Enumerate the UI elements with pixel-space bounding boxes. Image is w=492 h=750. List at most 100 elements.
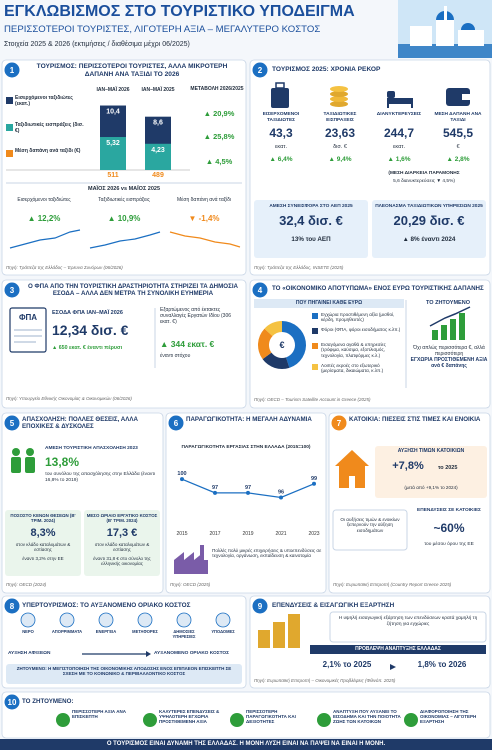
box-value: 8,3% <box>30 527 56 539</box>
box-desc: στον κλάδο καταλυμάτων & εστίασης <box>94 542 150 553</box>
category-label: ΙΑΝ–ΜΑΪ 2025 <box>141 87 175 93</box>
goal-text: ΕΓΧΩΡΙΑ ΠΡΟΣΤΙΘΕΜΕΝΗ ΑΞΙΑ ανά € δαπάνης <box>410 357 488 369</box>
legend-label: Εισαγόμενα αγαθά & υπηρεσίες (τρόφιμα, κ… <box>321 342 386 358</box>
vat-extra: ▲ 344 εκατ. € <box>160 339 215 349</box>
legend-swatch <box>6 97 13 104</box>
chart-title: ΠΑΡΑΓΩΓΙΚΟΤΗΤΑ ΕΡΓΑΣΙΑΣ ΣΤΗΝ ΕΛΛΑΔΑ (201… <box>181 445 311 450</box>
box-label: ΜΕΣΟ ΩΡΙΑΙΟ ΕΡΓΑΤΙΚΟ ΚΟΣΤΟΣ (Β' ΤΡΙΜ. 20… <box>86 513 158 524</box>
section-title: ΤΟΥΡΙΣΜΟΣ 2025: ΧΡΟΝΙΑ ΡΕΚΟΡ <box>272 66 381 73</box>
category-label: ΙΑΝ–ΜΑΪ 2026 <box>96 87 130 93</box>
note: Πολλές πολύ μικρές επιχειρήσεις & υποεπε… <box>212 548 322 559</box>
donut-segment <box>262 352 290 370</box>
goal-item: ΠΕΡΙΣΣΟΤΕΡΗ ΠΑΡΑΓΩΓΙΚΟΤΗΤΑ ΚΑΙ ΔΕΞΙΟΤΗΤΕ… <box>246 709 296 725</box>
goal-title: ΤΟ ΖΗΤΟΥΜΕΝΟ <box>426 300 470 306</box>
spend-label: 489 <box>152 172 164 179</box>
housing-text: Οι αυξήσεις τιμών & ενοικίων ξεπερνούν τ… <box>340 517 400 533</box>
stat-value: 545,5 <box>442 126 474 140</box>
legend-swatch <box>6 150 13 157</box>
change-value: ▲ 25,8% <box>203 132 235 141</box>
stat-change: ▲ 6,4% <box>269 156 293 163</box>
point <box>213 490 217 495</box>
employment-label: ΑΜΕΣΗ ΤΟΥΡΙΣΤΙΚΗ ΑΠΑΣΧΟΛΗΣΗ 2023 <box>45 446 138 451</box>
x-tick-label: 2021 <box>275 531 286 537</box>
x-tick-label: 2019 <box>242 531 253 537</box>
change-title: ΜΕΤΑΒΟΛΗ 2026/2025 <box>190 86 244 92</box>
section-number: 6 <box>173 418 179 428</box>
point-label: 97 <box>245 485 251 491</box>
legend-swatch <box>312 364 318 370</box>
donut-segment <box>264 321 282 337</box>
box-desc: στον κλάδο καταλυμάτων & εστίασης <box>15 542 71 553</box>
stat-value: 43,3 <box>269 126 293 140</box>
forecast-value: 2,1% το 2025 <box>322 660 372 669</box>
box-label: ΑΜΕΣΗ ΣΥΝΕΙΣΦΟΡΑ ΣΤΟ ΑΕΠ 2025 <box>269 204 353 209</box>
mini-label: Ταξιδιωτικές εισπράξεις <box>98 197 150 203</box>
employment-value: 13,8% <box>45 455 80 469</box>
section-number: 8 <box>9 601 15 611</box>
section-number: 5 <box>9 418 15 428</box>
price-unit: το 2025 <box>438 465 458 471</box>
legend-label: Ταξιδιωτικές εισπράξεις (δισ. €) <box>15 122 84 134</box>
section-title: ΕΠΕΝΔΥΣΕΙΣ & ΕΙΣΑΓΩΓΙΚΗ ΕΞΑΡΤΗΣΗ <box>272 602 395 609</box>
vat-label: ΕΣΟΔΑ ΦΠΑ ΙΑΝ–ΜΑΪ 2026 <box>52 310 123 316</box>
page-title: ΕΓΚΛΩΒΙΣΜΟΣ ΣΤΟ ΤΟΥΡΙΣΤΙΚΟ ΥΠΟΔΕΙΓΜΑ <box>4 3 355 20</box>
icon-label: ΑΠΟΡΡΙΜΜΑΤΑ <box>51 629 83 634</box>
point <box>246 490 250 495</box>
stat-change: ▲ 2,8% <box>446 156 470 163</box>
icon-label: ΥΠΟΔΟΜΕΣ <box>211 629 235 634</box>
change-value: ▲ 4,5% <box>205 157 233 166</box>
legend-swatch <box>312 328 318 334</box>
section-title: ΤΟ «ΟΙΚΟΝΟΜΙΚΟ ΑΠΟΤΥΠΩΜΑ» ΕΝΟΣ ΕΥΡΩ ΤΟΥΡ… <box>272 285 484 292</box>
stat-label: ΤΑΞΙΔΙΩΤΙΚΕΣ ΕΙΣΠΡΑΞΕΙΣ <box>323 112 357 123</box>
invest-sub: του μέσου όρου της ΕΕ <box>424 542 474 547</box>
source: Πηγή: OECD – Tourism Satellite Account i… <box>254 397 371 402</box>
goal-item: ΚΑΛΥΤΕΡΕΣ ΕΠΕΝΔΥΣΕΙΣ & ΥΨΗΛΟΤΕΡΗ ΕΓΧΩΡΙΑ… <box>159 709 220 725</box>
mini-value: ▲ 10,9% <box>107 214 141 223</box>
source: Πηγή: Ευρωπαϊκή Επιτροπή (Country Report… <box>333 582 452 587</box>
section-number: 10 <box>7 697 17 707</box>
investment-text: Η υψηλή εισαγωγική εξάρτηση των επενδύσε… <box>338 616 478 627</box>
bar-label: 5,32 <box>106 140 120 147</box>
section-title: ΤΟΥΡΙΣΜΟΣ: ΠΕΡΙΣΣΟΤΕΡΟΙ ΤΟΥΡΙΣΤΕΣ, ΑΛΛΑ … <box>36 63 228 78</box>
stat-change: ▲ 1,6% <box>387 156 411 163</box>
stay-note: 5,6 διανυκτερεύσεις ▼ 4,5%) <box>393 179 455 184</box>
icon-label: ΜΕΤΑΦΟΡΕΣ <box>132 629 158 634</box>
icon-label: ΔΗΜΟΣΙΕΣ ΥΠΗΡΕΣΙΕΣ <box>172 629 196 639</box>
mini-value: ▲ 12,2% <box>27 214 61 223</box>
goal-item: ΑΝΑΠΤΥΞΗ ΠΟΥ ΑΥΞΑΝΕΙ ΤΟ ΕΙΣΟΔΗΜΑ ΚΑΙ ΤΗΝ… <box>333 709 401 725</box>
donut-segment <box>282 321 307 368</box>
point-label: 100 <box>177 471 186 477</box>
invest-label: ΕΠΕΝΔΥΣΕΙΣ ΣΕ ΚΑΤΟΙΚΙΕΣ <box>417 508 481 513</box>
box-value: 20,29 δισ. € <box>393 213 465 228</box>
section-number: 2 <box>257 65 263 75</box>
box-sub: ▲ 8% έναντι 2024 <box>402 236 456 243</box>
legend-swatch <box>312 343 318 349</box>
price-sub: (μετά από +9,1% το 2024) <box>404 485 458 490</box>
forecast-title: ΠΡΟΒΛΕΨΗ ΑΝΑΠΤΥΞΗΣ ΕΛΛΑΔΑΣ <box>355 645 441 652</box>
section-title: ΑΠΑΣΧΟΛΗΣΗ: ΠΟΛΛΕΣ ΘΕΣΕΙΣ, ΑΛΛΑ ΕΠΟΧΙΚΕΣ… <box>22 416 138 431</box>
section-number: 4 <box>257 285 263 295</box>
subsection-title: ΜΑΪΟΣ 2026 vs ΜΑΪΟΣ 2025 <box>87 186 161 192</box>
vat-change: ▲ 650 εκατ. € έναντι πέρυσι <box>52 345 123 351</box>
price-label: ΑΥΞΗΣΗ ΤΙΜΩΝ ΚΑΤΟΙΚΙΩΝ <box>397 448 465 454</box>
point <box>312 481 316 486</box>
source: Πηγή: Τράπεζα της Ελλάδος, INSETE (2025) <box>254 265 344 270</box>
point-label: 99 <box>311 476 317 482</box>
point <box>279 495 283 500</box>
point <box>180 477 184 482</box>
footer-banner: Ο ΤΟΥΡΙΣΜΟΣ ΕΙΝΑΙ ΔΥΝΑΜΗ ΤΗΣ ΕΛΛΑΔΑΣ. Η … <box>106 740 386 747</box>
price-value: +7,8% <box>392 460 424 472</box>
vat-note: Εξαρτώμενος από έκτακτες συναλλαγές Εργα… <box>160 307 232 325</box>
legend-swatch <box>6 124 13 131</box>
mini-label: Μέση δαπάνη ανά ταξίδι <box>177 197 231 203</box>
section-title: ΤΟ ΖΗΤΟΥΜΕΝΟ: <box>22 698 74 705</box>
bar-label: 4,23 <box>151 147 165 154</box>
legend-label: Εγχώρια προστιθέμενη αξία (μισθοί, κέρδη… <box>321 312 395 323</box>
bar <box>100 137 126 170</box>
source: Πηγή: Τράπεζα της Ελλάδος – Έρευνα Συνόρ… <box>6 265 123 270</box>
stat-label: ΕΙΣΕΡΧΟΜΕΝΟΙ ΤΑΞΙΔΙΩΤΕΣ <box>262 112 300 123</box>
source: Πηγή: OECD (2024) <box>6 582 47 587</box>
stat-unit: δισ. € <box>333 144 347 150</box>
spend-label: 511 <box>107 172 119 179</box>
